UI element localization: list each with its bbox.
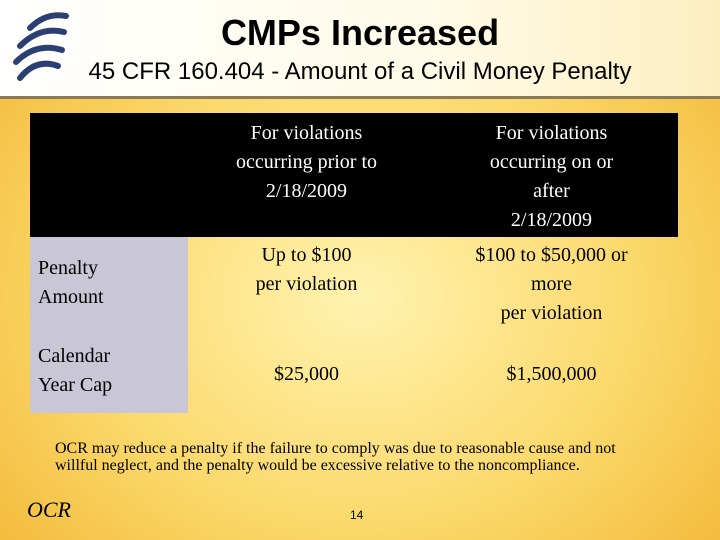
column-header: For violations occurring prior to 2/18/2… — [188, 113, 425, 237]
footer-label: OCR — [27, 497, 71, 522]
row-label: Calendar Year Cap — [30, 328, 188, 413]
corner-cell — [30, 113, 188, 237]
note: OCR may reduce a penalty if the failure … — [55, 440, 616, 474]
table-cell: $25,000 — [274, 363, 339, 385]
title: CMPs Increased — [220, 12, 500, 53]
logo — [13, 12, 69, 81]
subtitle: 45 CFR 160.404 - Amount of a Civil Money… — [88, 58, 632, 85]
row-label: Penalty Amount — [30, 237, 188, 328]
table-cell: $100 to $50,000 or more per violation — [475, 244, 628, 324]
table-cell: $1,500,000 — [506, 363, 597, 385]
table-cell: Up to $100 per violation — [255, 244, 358, 295]
page-number: 14 — [350, 508, 364, 522]
header-band — [0, 0, 720, 99]
column-header: For violations occurring on or after 2/1… — [425, 113, 678, 237]
